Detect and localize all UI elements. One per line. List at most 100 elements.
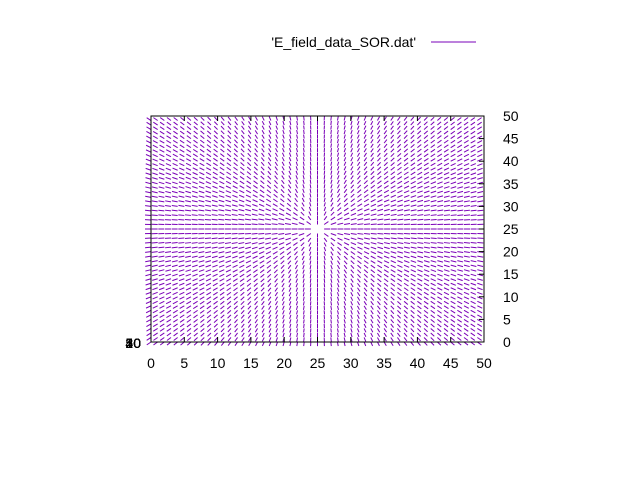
field-vector xyxy=(377,125,381,130)
field-vector xyxy=(403,282,409,287)
field-vector xyxy=(241,125,245,130)
field-vector xyxy=(350,260,355,265)
field-vector xyxy=(278,223,285,225)
field-vector xyxy=(280,260,285,265)
field-vector xyxy=(417,125,422,130)
field-vector xyxy=(151,246,158,249)
field-vector xyxy=(146,328,152,332)
field-vector xyxy=(254,332,258,337)
field-vector xyxy=(410,190,417,194)
field-vector xyxy=(220,323,225,328)
field-vector xyxy=(172,181,178,185)
field-vector xyxy=(178,190,185,194)
field-vector xyxy=(410,273,416,278)
field-vector xyxy=(288,278,292,283)
field-vector xyxy=(178,242,185,244)
field-vector xyxy=(430,121,435,126)
field-vector xyxy=(397,153,402,158)
field-vector xyxy=(199,139,205,144)
field-vector xyxy=(477,282,483,286)
field-vector xyxy=(343,269,347,274)
field-vector xyxy=(430,246,437,249)
field-vector xyxy=(450,117,455,121)
field-vector xyxy=(343,273,347,279)
field-vector xyxy=(266,194,272,198)
field-vector xyxy=(443,300,449,305)
field-vector xyxy=(430,171,436,176)
field-vector xyxy=(152,323,158,328)
field-vector xyxy=(287,193,292,198)
field-vector xyxy=(390,337,394,342)
field-vector xyxy=(281,273,285,279)
field-vector xyxy=(437,135,442,139)
field-vector xyxy=(238,209,245,212)
y-tick-label: 25 xyxy=(503,221,519,237)
field-vector xyxy=(193,126,198,130)
y-tick-label: 30 xyxy=(503,198,519,214)
field-vector xyxy=(227,314,232,319)
field-vector xyxy=(254,301,258,306)
field-vector xyxy=(234,319,238,324)
field-vector xyxy=(309,283,312,288)
field-vector xyxy=(199,167,205,171)
field-vector xyxy=(172,273,178,277)
field-vector xyxy=(417,341,421,346)
field-vector xyxy=(450,251,457,254)
field-vector xyxy=(205,246,212,249)
field-vector xyxy=(437,309,442,314)
field-vector xyxy=(337,296,340,301)
field-vector xyxy=(303,138,305,144)
field-vector xyxy=(172,153,178,158)
field-vector xyxy=(430,135,435,139)
field-vector xyxy=(192,300,198,305)
field-vector xyxy=(404,214,410,216)
field-vector xyxy=(463,323,469,328)
field-vector xyxy=(180,117,185,121)
field-vector xyxy=(457,287,463,291)
field-vector xyxy=(238,194,245,198)
field-vector xyxy=(281,282,285,288)
field-vector xyxy=(265,246,272,250)
field-vector xyxy=(403,260,410,264)
y-tick-label: 50 xyxy=(503,108,519,124)
field-vector xyxy=(463,181,470,185)
field-vector xyxy=(232,269,238,273)
field-vector xyxy=(370,134,374,139)
field-vector xyxy=(198,251,205,254)
field-vector xyxy=(265,237,271,240)
field-vector xyxy=(470,242,477,244)
field-vector xyxy=(410,291,416,296)
field-vector xyxy=(417,260,423,263)
field-vector xyxy=(336,328,339,333)
field-vector xyxy=(383,134,388,139)
field-vector xyxy=(457,200,464,203)
field-vector xyxy=(384,213,390,216)
field-vector xyxy=(211,242,218,244)
field-vector xyxy=(296,332,299,338)
field-vector xyxy=(330,170,333,175)
field-vector xyxy=(370,242,377,245)
field-vector xyxy=(350,237,357,241)
field-vector xyxy=(278,217,285,221)
field-vector xyxy=(437,186,443,189)
field-vector xyxy=(370,184,376,189)
field-vector xyxy=(286,251,292,256)
field-vector xyxy=(437,126,442,130)
field-vector xyxy=(463,242,471,244)
field-vector xyxy=(166,144,172,149)
field-vector xyxy=(227,125,232,130)
field-vector xyxy=(213,148,218,153)
field-vector xyxy=(390,180,396,185)
field-vector xyxy=(450,318,456,323)
field-vector xyxy=(146,140,152,144)
field-vector xyxy=(226,278,232,282)
field-vector xyxy=(274,161,278,166)
field-vector xyxy=(377,134,381,139)
field-vector xyxy=(363,255,369,260)
field-vector xyxy=(227,121,232,126)
field-vector xyxy=(213,332,218,337)
field-vector xyxy=(158,191,165,194)
field-vector xyxy=(293,246,298,251)
field-vector xyxy=(274,166,278,171)
field-vector xyxy=(261,341,265,347)
